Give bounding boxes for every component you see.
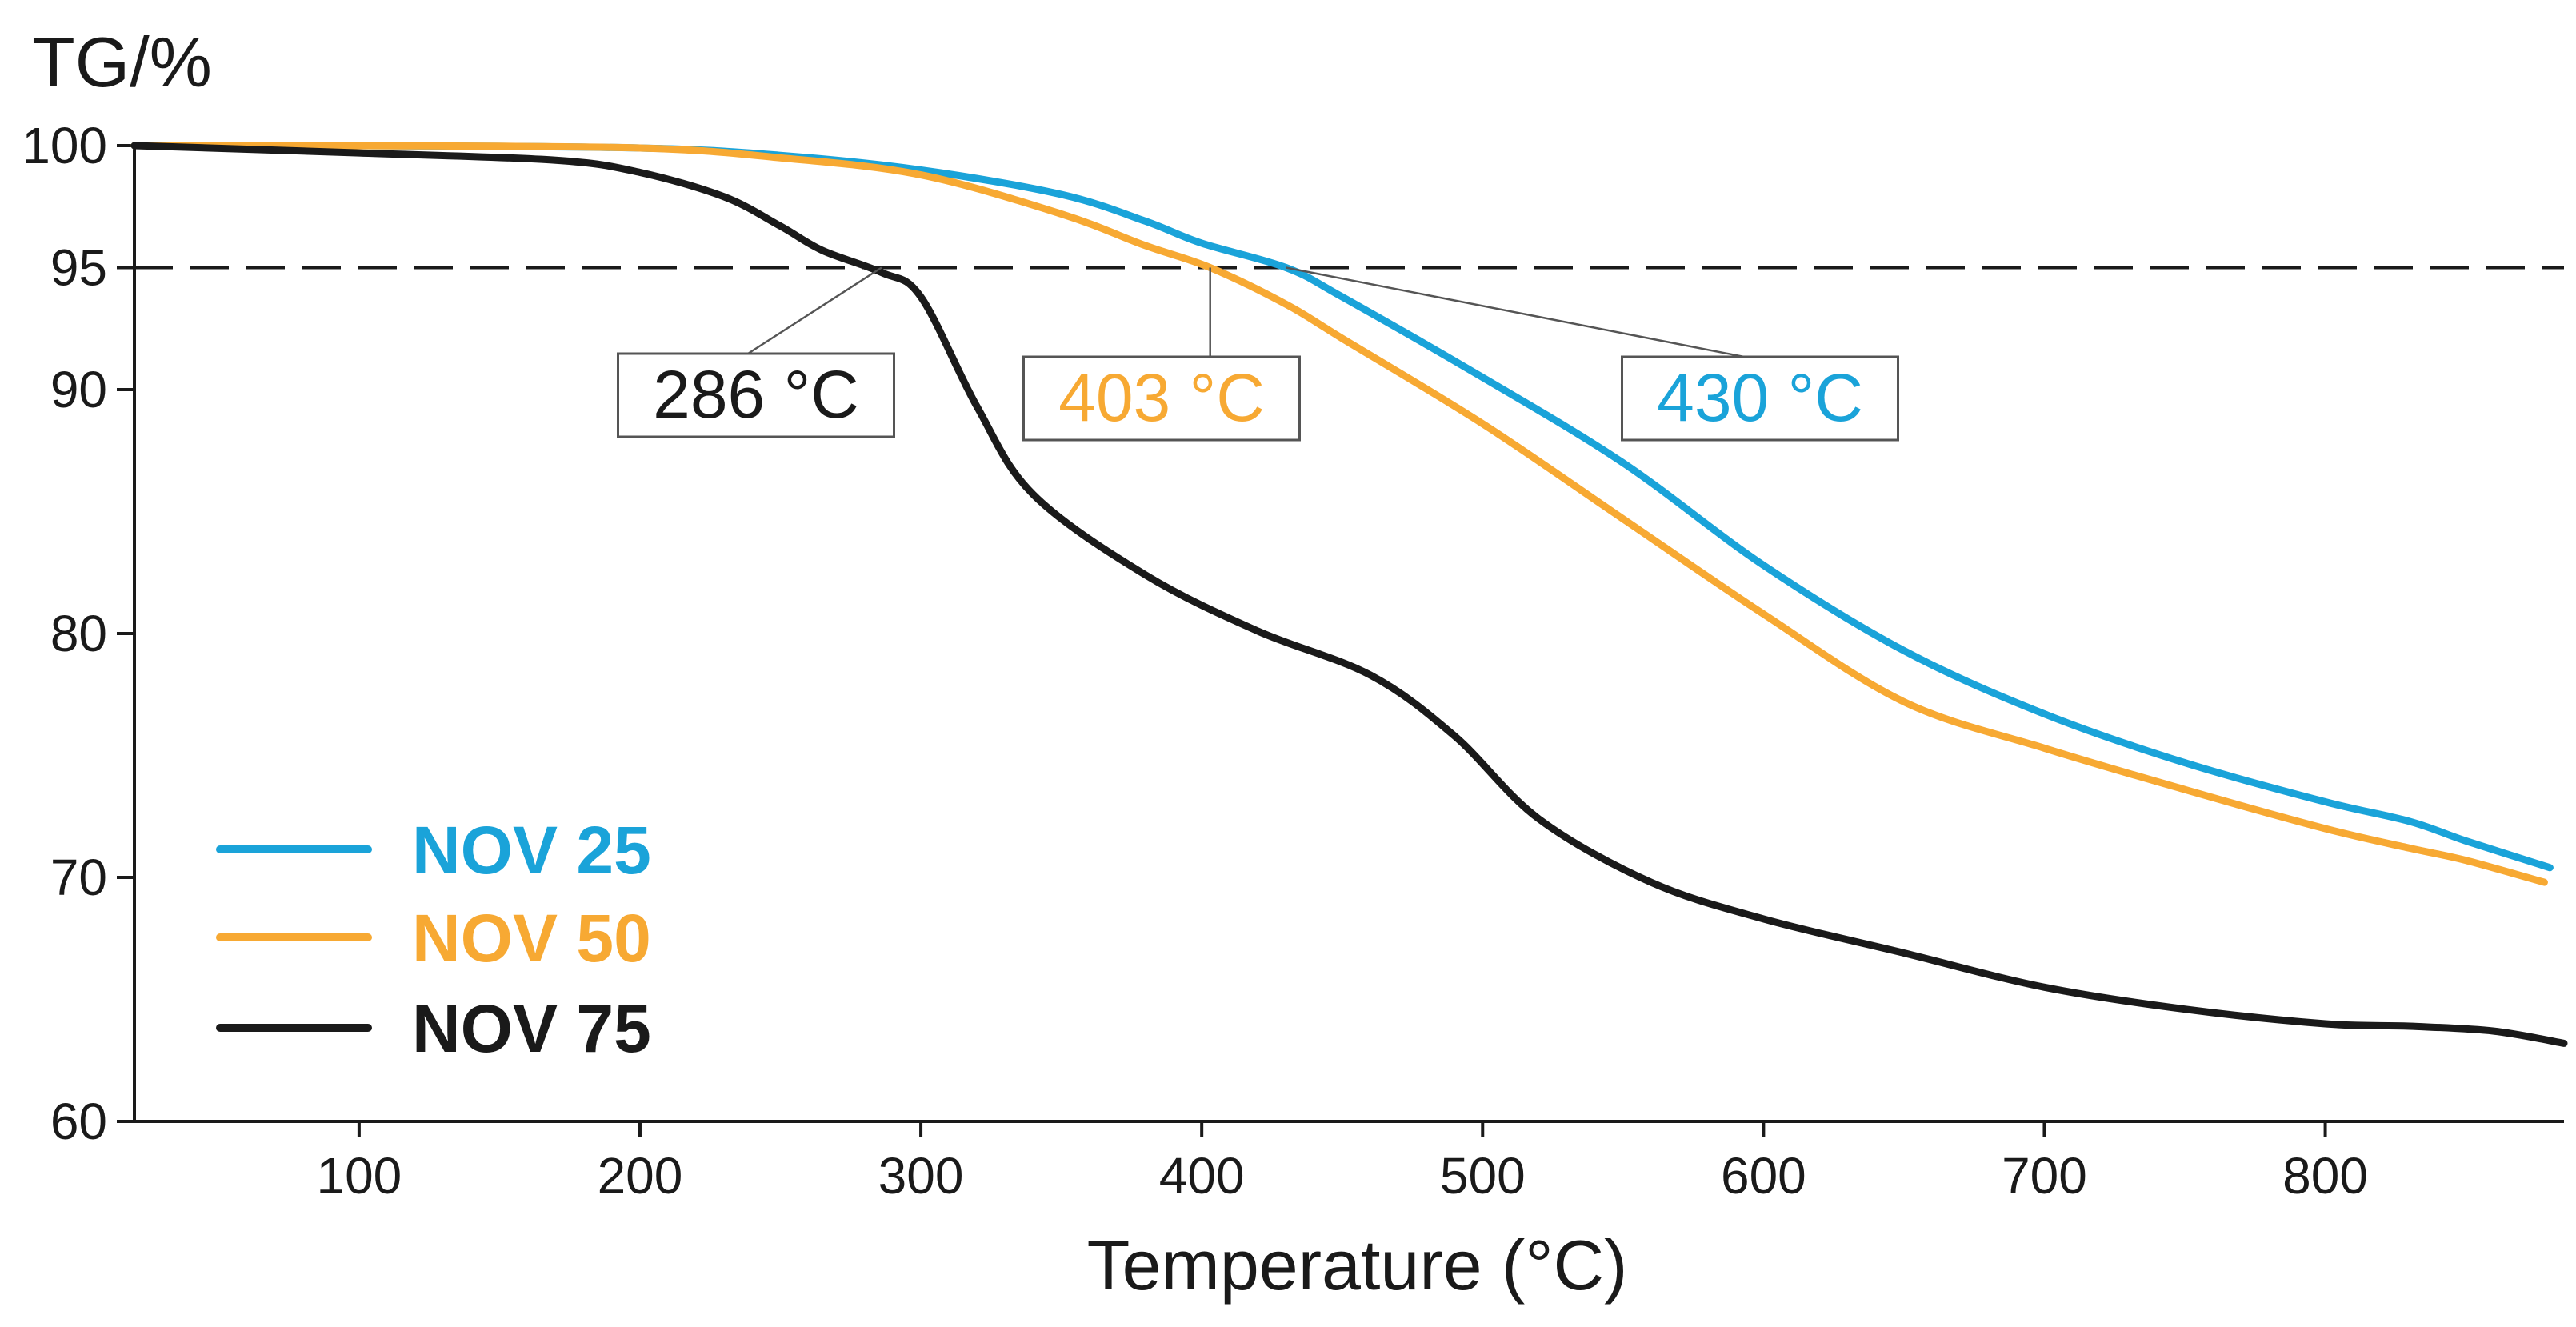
legend-label-nov-75: NOV 75 (412, 991, 651, 1066)
series-line-nov-25 (130, 142, 2554, 872)
legend-label-nov-25: NOV 25 (412, 813, 651, 888)
x-tick-label: 600 (1721, 1147, 1806, 1205)
callout-box-430 (1621, 355, 1899, 442)
y-axis-title: TG/% (32, 22, 212, 102)
y-tick-label: 90 (50, 361, 107, 418)
callout-box-403 (1022, 355, 1301, 442)
series-line-nov-75 (130, 142, 2568, 1047)
axes-group: 60 70 80 90 95 100 100 200 300 400 500 600 700 800 (22, 117, 2564, 1205)
series-line-nov-50 (130, 142, 2548, 886)
x-tick-label: 300 (878, 1147, 964, 1205)
callout-label-403: 403 °C (1058, 360, 1265, 435)
x-tick-label: 800 (2282, 1147, 2368, 1205)
legend-group: NOV 25 NOV 50 NOV 75 (216, 813, 651, 1066)
x-tick-label: 400 (1159, 1147, 1245, 1205)
callouts-group: 286 °C 403 °C 430 °C (617, 266, 1899, 442)
y-tick-label: 60 (50, 1093, 107, 1150)
callout-label-286: 286 °C (653, 357, 859, 432)
x-tick-label: 100 (316, 1147, 402, 1205)
legend-label-nov-50: NOV 50 (412, 901, 651, 976)
callout-box-286 (617, 352, 895, 438)
x-tick-label: 200 (598, 1147, 683, 1205)
callout-label-430: 430 °C (1657, 360, 1863, 435)
series-group (130, 142, 2568, 1047)
y-tick-label: 100 (22, 117, 107, 174)
callout-leader-286 (747, 266, 882, 355)
x-tick-label: 700 (2002, 1147, 2087, 1205)
x-tick-label: 500 (1440, 1147, 1526, 1205)
y-tick-label: 80 (50, 605, 107, 662)
y-tick-label: 95 (50, 239, 107, 297)
x-axis-title: Temperature (°C) (1087, 1225, 1628, 1305)
y-tick-label: 70 (50, 849, 107, 906)
callout-leader-430 (1286, 266, 1745, 358)
